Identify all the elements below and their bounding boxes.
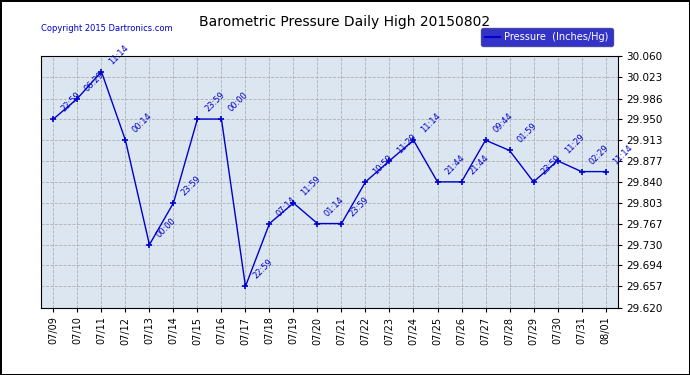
Legend: Pressure  (Inches/Hg): Pressure (Inches/Hg): [481, 28, 613, 46]
Text: 10:59: 10:59: [371, 153, 394, 176]
Text: 01:59: 01:59: [515, 122, 538, 145]
Text: 23:59: 23:59: [539, 153, 562, 176]
Text: 21:44: 21:44: [443, 153, 466, 176]
Text: 11:29: 11:29: [395, 132, 418, 155]
Text: 02:29: 02:29: [587, 143, 610, 166]
Text: 00:00: 00:00: [155, 216, 178, 239]
Text: 11:14: 11:14: [107, 43, 130, 66]
Text: 22:59: 22:59: [251, 258, 274, 281]
Text: 11:59: 11:59: [299, 174, 322, 198]
Text: 22:59: 22:59: [59, 90, 82, 114]
Text: Barometric Pressure Daily High 20150802: Barometric Pressure Daily High 20150802: [199, 15, 491, 29]
Text: 01:14: 01:14: [323, 195, 346, 218]
Text: 11:14: 11:14: [611, 143, 634, 166]
Text: 00:00: 00:00: [227, 90, 250, 114]
Text: 23:59: 23:59: [347, 195, 371, 218]
Text: 23:59: 23:59: [179, 174, 202, 198]
Text: Copyright 2015 Dartronics.com: Copyright 2015 Dartronics.com: [41, 24, 173, 33]
Text: 09:44: 09:44: [491, 111, 514, 135]
Text: 06:29: 06:29: [83, 70, 106, 93]
Text: 11:29: 11:29: [563, 132, 586, 155]
Text: 00:14: 00:14: [131, 111, 154, 135]
Text: 07:14: 07:14: [275, 195, 298, 218]
Text: 21:44: 21:44: [467, 153, 490, 176]
Text: 23:59: 23:59: [203, 90, 226, 114]
Text: 11:14: 11:14: [419, 111, 442, 135]
